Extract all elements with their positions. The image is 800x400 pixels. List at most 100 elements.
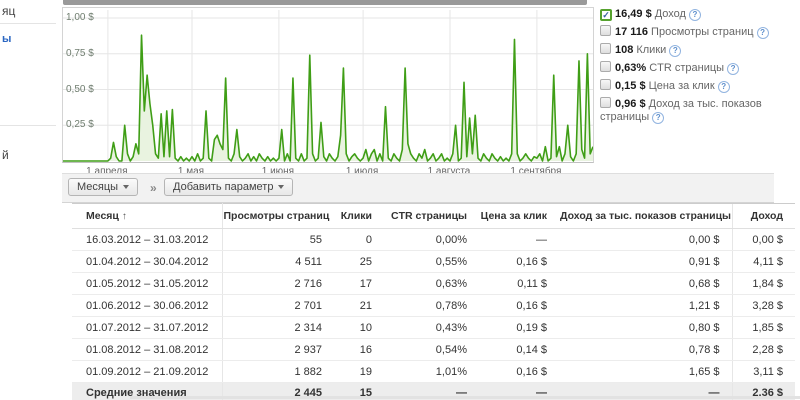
unchecked-checkbox[interactable]: [600, 43, 611, 54]
table-cell: 16.03.2012 – 31.03.2012: [72, 228, 223, 251]
column-header[interactable]: Доход за тыс. показов страницы: [559, 203, 732, 229]
table-cell: 10: [334, 316, 384, 339]
unchecked-checkbox[interactable]: [600, 97, 611, 108]
checked-checkbox[interactable]: ✓: [600, 9, 612, 21]
chevron-down-icon: [123, 185, 130, 189]
legend-item: 17 116 Просмотры страниц?: [600, 25, 794, 39]
y-axis-tick-label: 0,50 $: [66, 83, 94, 95]
table-cell: 0,54%: [384, 338, 479, 361]
table-cell: 1,65 $: [559, 360, 732, 383]
table-cell: 01.04.2012 – 30.04.2012: [72, 250, 223, 273]
table-row: 01.07.2012 – 31.07.2012 2 314 10 0,43% 0,19 …: [72, 316, 795, 339]
table-cell: 0: [334, 228, 384, 251]
table-cell: 3,11 $: [731, 360, 795, 383]
table-cell: 3,28 $: [731, 294, 795, 317]
column-header[interactable]: Месяц ↑: [72, 203, 223, 229]
table-cell: 0,00 $: [559, 228, 732, 251]
table-cell: 0,68 $: [559, 272, 732, 295]
table-cell: 0,16 $: [479, 294, 559, 317]
legend-value: 17 116: [615, 26, 649, 38]
column-header[interactable]: CTR страницы: [384, 203, 479, 229]
legend-label: Цена за клик: [648, 80, 715, 92]
table-cell: 0,55%: [384, 250, 479, 273]
table-cell: —: [559, 382, 732, 400]
table-cell: 0,19 $: [479, 316, 559, 339]
table-cell: 0,91 $: [559, 250, 732, 273]
x-axis-tick-label: 1 апреля: [86, 166, 128, 177]
income-chart: [62, 7, 594, 163]
legend-value: 0,15 $: [615, 80, 646, 92]
table-cell: 01.09.2012 – 21.09.2012: [72, 360, 223, 383]
table-cell: 2 314: [222, 316, 334, 339]
column-header[interactable]: Клики: [334, 203, 384, 229]
add-parameter-dropdown-button[interactable]: Добавить параметр: [164, 178, 294, 196]
date-range-slider[interactable]: [63, 0, 587, 5]
table-cell: 15: [334, 382, 384, 400]
table-row: 01.06.2012 – 30.06.2012 2 701 21 0,78% 0,16 …: [72, 294, 795, 317]
table-cell: 25: [334, 250, 384, 273]
income-chart-svg: [63, 10, 593, 162]
legend-label: Доход: [654, 8, 686, 20]
table-cell: —: [479, 228, 559, 251]
table-cell: 0,16 $: [479, 360, 559, 383]
legend-value: 0,96 $: [615, 98, 646, 110]
x-axis-tick-label: 1 сентября: [510, 166, 562, 177]
legend-label: CTR страницы: [649, 62, 725, 74]
x-axis-tick-label: 1 июня: [261, 166, 295, 177]
sort-ascending-icon: ↑: [121, 211, 127, 222]
help-icon[interactable]: ?: [756, 27, 769, 39]
sidebar-divider: [0, 23, 56, 24]
table-cell: 01.06.2012 – 30.06.2012: [72, 294, 223, 317]
legend-item: 0,63% CTR страницы?: [600, 61, 794, 75]
help-icon[interactable]: ?: [669, 45, 682, 57]
table-cell: 16: [334, 338, 384, 361]
help-icon[interactable]: ?: [688, 9, 701, 21]
table-cell: 1 882: [222, 360, 334, 383]
table-cell: 01.07.2012 – 31.07.2012: [72, 316, 223, 339]
chart-legend: ✓ 16,49 $ Доход? 17 116 Просмотры страниц? 10…: [600, 8, 794, 128]
table-cell: 01.05.2012 – 31.05.2012: [72, 272, 223, 295]
table-header-row: Месяц ↑ Просмотры страниц Клики CTR страницы…: [72, 203, 795, 229]
chevron-down-icon: [278, 185, 285, 189]
legend-label: Просмотры страниц: [651, 26, 754, 38]
table-row: 01.05.2012 – 31.05.2012 2 716 17 0,63% 0,11 …: [72, 272, 795, 295]
months-dropdown-button[interactable]: Месяцы: [68, 178, 139, 196]
table-cell: 1,21 $: [559, 294, 732, 317]
table-cell: 2 937: [222, 338, 334, 361]
x-axis-tick-label: 1 августа: [427, 166, 471, 177]
table-cell: 0,00%: [384, 228, 479, 251]
table-cell: 21: [334, 294, 384, 317]
performance-table: Месяц ↑ Просмотры страниц Клики CTR страницы…: [72, 203, 795, 400]
table-cell: —: [384, 382, 479, 400]
column-header[interactable]: Доход: [731, 203, 795, 229]
table-row: 01.08.2012 – 31.08.2012 2 937 16 0,54% 0,14 …: [72, 338, 795, 361]
legend-item: 0,96 $ Доход за тыс. показов страницы?: [600, 97, 794, 124]
table-cell: 0,80 $: [559, 316, 732, 339]
table-cell: 4,11 $: [731, 250, 795, 273]
legend-item: 108 Клики?: [600, 43, 794, 57]
unchecked-checkbox[interactable]: [600, 25, 611, 36]
table-cell: 0,16 $: [479, 250, 559, 273]
table-cell: 0,63%: [384, 272, 479, 295]
chevron-double-icon[interactable]: »: [150, 181, 157, 195]
unchecked-checkbox[interactable]: [600, 61, 611, 72]
x-axis-tick-label: 1 мая: [177, 166, 205, 177]
column-header[interactable]: Просмотры страниц: [222, 203, 334, 229]
table-row: 16.03.2012 – 31.03.2012 55 0 0,00% —0,00 $0,…: [72, 228, 795, 251]
help-icon[interactable]: ?: [717, 81, 730, 93]
help-icon[interactable]: ?: [652, 112, 665, 124]
legend-value: 108: [615, 44, 634, 56]
y-axis-tick-label: 1,00 $: [66, 12, 94, 23]
column-header[interactable]: Цена за клик: [479, 203, 559, 229]
table-cell: 2 701: [222, 294, 334, 317]
summary-row: Средние значения 2 445 15— — —2,36 $: [72, 382, 795, 400]
table-cell: 0,78 $: [559, 338, 732, 361]
table-cell: 1,84 $: [731, 272, 795, 295]
unchecked-checkbox[interactable]: [600, 79, 611, 90]
x-axis-tick-label: 1 июля: [345, 166, 379, 177]
table-cell: 2,28 $: [731, 338, 795, 361]
help-icon[interactable]: ?: [727, 63, 740, 75]
legend-label: Доход за тыс. показов страницы: [600, 98, 762, 123]
sidebar-link-fragment[interactable]: ы: [2, 33, 12, 45]
